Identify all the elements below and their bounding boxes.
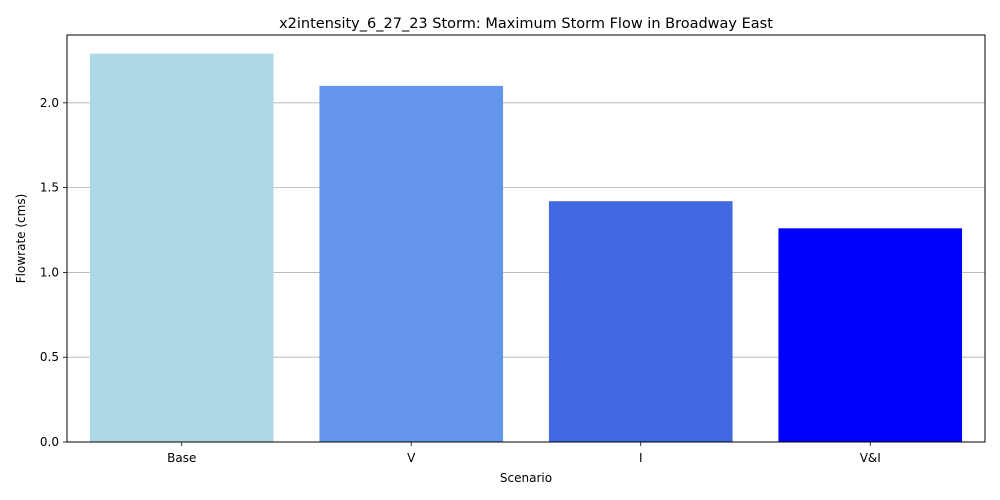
bar-i	[548, 201, 733, 442]
x-tick-label: Base	[167, 451, 196, 465]
x-axis: Base V I V&I	[167, 442, 881, 465]
bars	[89, 53, 963, 442]
x-tick-label: I	[639, 451, 643, 465]
x-tick-label: V	[407, 451, 416, 465]
y-tick-label: 2.0	[40, 96, 59, 110]
y-axis-title: Flowrate (cms)	[14, 194, 28, 283]
bar-base	[89, 53, 274, 442]
bar-v	[319, 85, 504, 442]
y-tick-label: 1.0	[40, 265, 59, 279]
bar-v-i	[778, 228, 963, 442]
y-tick-label: 0.5	[40, 350, 59, 364]
y-tick-label: 0.0	[40, 435, 59, 449]
chart-title: x2intensity_6_27_23 Storm: Maximum Storm…	[279, 16, 773, 32]
y-tick-label: 1.5	[40, 181, 59, 195]
x-tick-label: V&I	[860, 451, 881, 465]
plot-frame	[66, 34, 986, 443]
x-axis-title: Scenario	[500, 471, 552, 485]
y-axis: 0.0 0.5 1.0 1.5 2.0	[40, 96, 67, 449]
